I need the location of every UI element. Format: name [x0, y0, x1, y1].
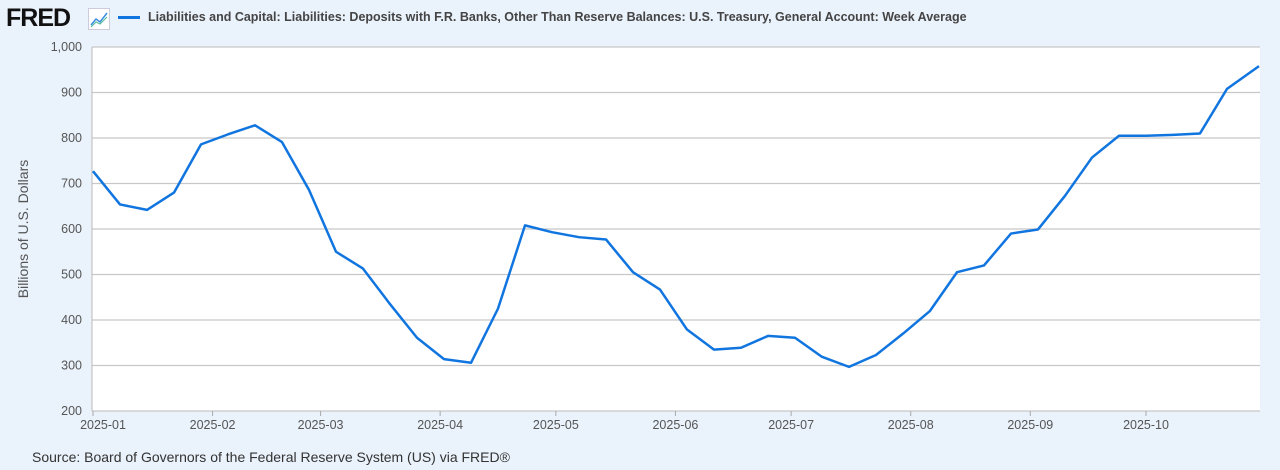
fred-logo[interactable]: FRED — [6, 4, 71, 32]
source-note: Source: Board of Governors of the Federa… — [32, 449, 510, 465]
y-tick-label: 700 — [61, 177, 82, 191]
y-tick-label: 200 — [61, 404, 82, 418]
y-tick-label: 400 — [61, 313, 82, 327]
x-tick-label: 2025-05 — [533, 418, 579, 432]
y-axis-label: Billions of U.S. Dollars — [15, 160, 31, 299]
x-tick-label: 2025-01 — [80, 418, 126, 432]
legend: Liabilities and Capital: Liabilities: De… — [118, 10, 967, 24]
x-tick-label: 2025-06 — [652, 418, 698, 432]
y-tick-label: 300 — [61, 359, 82, 373]
legend-swatch — [118, 15, 140, 19]
y-tick-label: 800 — [61, 131, 82, 145]
x-tick-label: 2025-03 — [298, 418, 344, 432]
x-tick-label: 2025-08 — [888, 418, 934, 432]
x-tick-label: 2025-02 — [190, 418, 236, 432]
y-tick-label: 1,000 — [51, 40, 82, 54]
x-tick-label: 2025-09 — [1007, 418, 1053, 432]
x-tick-label: 2025-07 — [768, 418, 814, 432]
y-tick-label: 900 — [61, 86, 82, 100]
chart-icon[interactable] — [88, 8, 110, 30]
series-line — [92, 65, 1260, 369]
legend-label: Liabilities and Capital: Liabilities: De… — [148, 10, 967, 24]
x-tick-label: 2025-04 — [417, 418, 463, 432]
y-tick-label: 600 — [61, 222, 82, 236]
x-tick-label: 2025-10 — [1123, 418, 1169, 432]
y-tick-label: 500 — [61, 268, 82, 282]
